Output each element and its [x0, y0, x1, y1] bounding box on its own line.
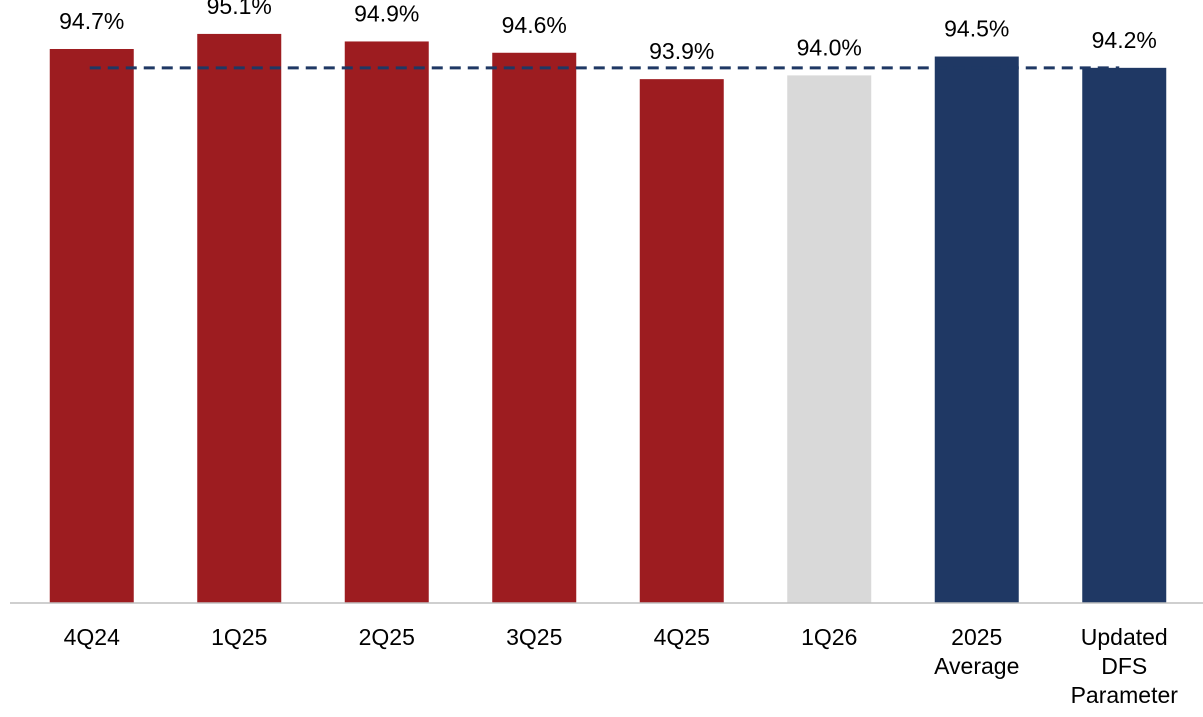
bar [344, 41, 429, 604]
bar [787, 75, 872, 603]
x-tick-label: 1Q26 [801, 624, 857, 650]
bar [492, 52, 577, 603]
value-label: 94.9% [354, 0, 419, 26]
value-label: 94.5% [944, 16, 1009, 42]
value-label: 94.0% [797, 34, 862, 60]
value-label: 95.1% [207, 0, 272, 19]
bar [197, 33, 282, 603]
value-label: 94.6% [502, 12, 567, 38]
value-label: 94.7% [59, 8, 124, 34]
bar [934, 56, 1019, 603]
x-tick-label: 2Q25 [359, 624, 415, 650]
x-tick-label: Updated DFS Parameter [1071, 624, 1179, 708]
bar [49, 48, 134, 603]
bar [639, 79, 724, 604]
value-label: 93.9% [649, 38, 714, 64]
x-tick-label: 3Q25 [506, 624, 562, 650]
x-tick-label: 2025 Average [934, 624, 1019, 679]
x-tick-label: 1Q25 [211, 624, 267, 650]
bar [1082, 67, 1167, 603]
value-label: 94.2% [1092, 27, 1157, 53]
x-tick-label: 4Q24 [64, 624, 120, 650]
x-tick-label: 4Q25 [654, 624, 710, 650]
